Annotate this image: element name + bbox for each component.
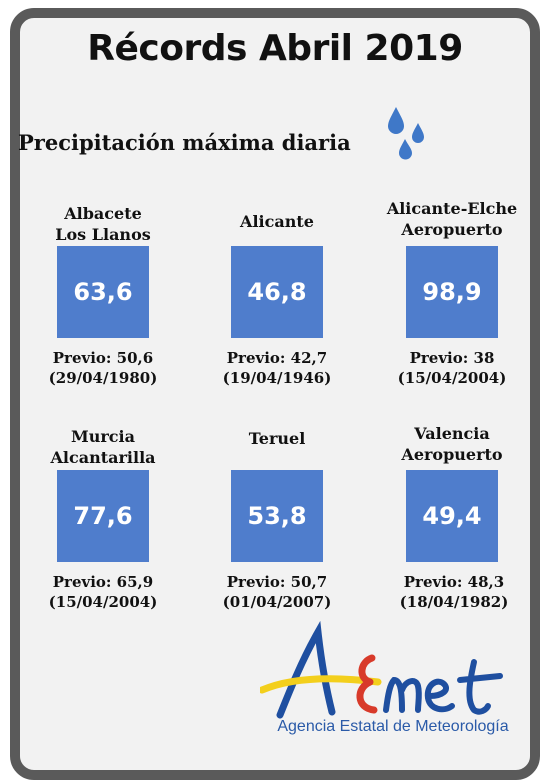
value-box-albacete: 63,6 xyxy=(57,246,149,338)
previous-value: Previo: 38 xyxy=(409,349,495,367)
previous-date: (01/04/2007) xyxy=(222,593,332,611)
station-name-line: Alicante-Elche xyxy=(386,199,518,218)
previous-record-alicante: Previo: 42,7 (19/04/1946) xyxy=(197,348,357,388)
subtitle: Precipitación máxima diaria xyxy=(18,130,351,155)
previous-record-murcia: Previo: 65,9 (15/04/2004) xyxy=(23,572,183,612)
previous-date: (15/04/2004) xyxy=(397,369,507,387)
station-name-line: Valencia xyxy=(414,424,490,443)
station-name-murcia: Murcia Alcantarilla xyxy=(28,426,178,468)
aemet-logo-tagline: Agencia Estatal de Meteorología xyxy=(277,718,509,735)
page-title: Récords Abril 2019 xyxy=(87,28,463,69)
previous-date: (18/04/1982) xyxy=(399,593,509,611)
station-name-line: Alcantarilla xyxy=(50,448,156,467)
poster-frame xyxy=(10,8,540,780)
previous-date: (19/04/1946) xyxy=(222,369,332,387)
aemet-logo xyxy=(260,620,503,719)
station-name-line: Aeropuerto xyxy=(401,220,503,239)
previous-value: Previo: 50,7 xyxy=(226,573,328,591)
previous-value: Previo: 65,9 xyxy=(52,573,154,591)
previous-record-teruel: Previo: 50,7 (01/04/2007) xyxy=(197,572,357,612)
value-box-alicante: 46,8 xyxy=(231,246,323,338)
station-name-line: Murcia xyxy=(71,427,135,446)
station-name-alicante: Alicante xyxy=(202,211,352,232)
value-box-alicante-elche: 98,9 xyxy=(406,246,498,338)
station-name-line: Teruel xyxy=(248,429,306,448)
previous-record-alicante-elche: Previo: 38 (15/04/2004) xyxy=(372,348,532,388)
value-box-teruel: 53,8 xyxy=(231,470,323,562)
previous-date: (15/04/2004) xyxy=(48,593,158,611)
station-name-line: Aeropuerto xyxy=(401,445,503,464)
previous-value: Previo: 48,3 xyxy=(403,573,505,591)
previous-date: (29/04/1980) xyxy=(48,369,158,387)
station-name-teruel: Teruel xyxy=(202,428,352,449)
value-box-valencia: 49,4 xyxy=(406,470,498,562)
raindrops-icon xyxy=(388,107,424,160)
station-name-line: Los Llanos xyxy=(55,225,151,244)
station-name-line: Albacete xyxy=(64,204,142,223)
previous-record-valencia: Previo: 48,3 (18/04/1982) xyxy=(374,572,534,612)
previous-value: Previo: 42,7 xyxy=(226,349,328,367)
station-name-valencia: Valencia Aeropuerto xyxy=(377,423,527,465)
previous-record-albacete: Previo: 50,6 (29/04/1980) xyxy=(23,348,183,388)
value-box-murcia: 77,6 xyxy=(57,470,149,562)
station-name-line: Alicante xyxy=(240,212,314,231)
previous-value: Previo: 50,6 xyxy=(52,349,154,367)
station-name-albacete: Albacete Los Llanos xyxy=(28,203,178,245)
station-name-alicante-elche: Alicante-Elche Aeropuerto xyxy=(377,198,527,240)
